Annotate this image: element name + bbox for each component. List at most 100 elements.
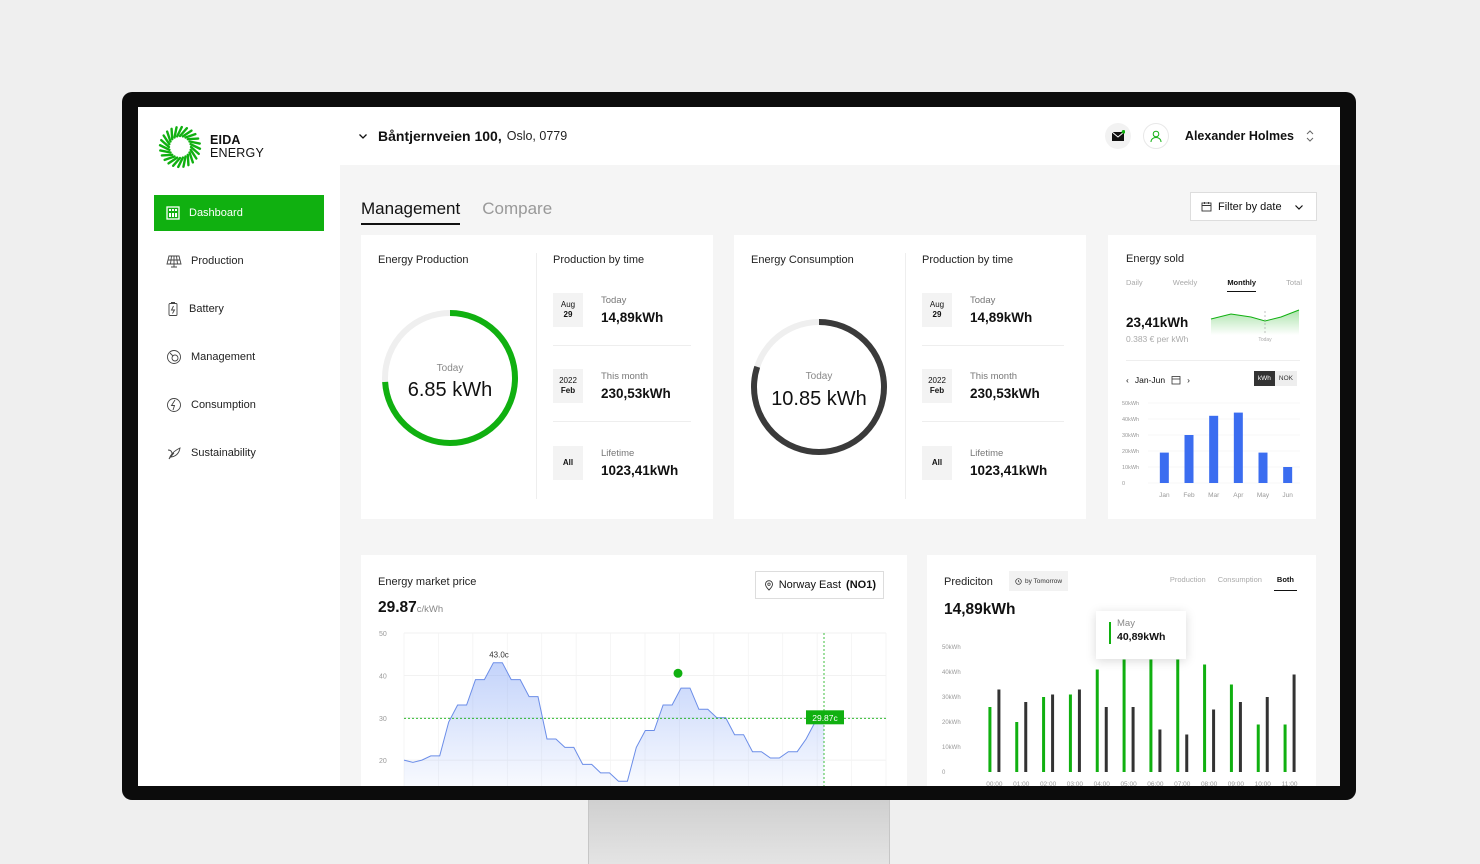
logo-ray [184,132,197,139]
production-gauge: Today 6.85 kWh [382,310,518,446]
row-label: Today [601,295,627,306]
section-title: Production by time [922,254,1014,266]
sidebar: EIDA ENERGY Dashboard Production Battery… [138,107,340,786]
logo-ray [189,148,198,160]
divider [553,421,691,422]
sold-value: 23,41kWh [1126,315,1189,330]
filter-by-date-button[interactable]: Filter by date [1190,192,1317,221]
row-value: 1023,41kWh [601,463,679,478]
bar [1149,659,1153,772]
tab-consumption[interactable]: Consumption [1217,575,1262,584]
date-badge: Aug 29 [922,293,952,327]
tab-production[interactable]: Production [1169,575,1206,584]
date-line2: All [562,458,574,467]
sidebar-item-production[interactable]: Production [154,243,324,279]
row-label: This month [601,371,648,382]
tab-compare[interactable]: Compare [482,199,553,218]
sidebar-item-label: Dashboard [189,207,243,219]
x-tick-label: 07:00 [1174,781,1191,786]
prev-range-icon[interactable]: ‹ [1126,375,1129,385]
list-item: Aug 29 Today 14,89kWh [922,293,1032,327]
row-value: 230,53kWh [970,386,1040,401]
logo-ray [182,155,187,168]
price-number: 29.87 [378,599,417,616]
chevron-down-icon [1294,204,1303,210]
bar [1238,702,1242,772]
sidebar-item-management[interactable]: Management [154,339,324,375]
consumption-gauge: Today 10.85 kWh [751,319,887,455]
tab-weekly[interactable]: Weekly [1172,278,1198,287]
bar [1265,697,1269,772]
tab-bar: Management Compare [361,199,552,225]
date-badge: 2022 Feb [553,369,583,403]
sidebar-item-sustainability[interactable]: Sustainability [154,435,324,471]
date-badge: All [553,446,583,480]
badge-label: by Tomorrow [1025,577,1063,585]
production-by-time: Production by time Aug 29 Today 14,89kWh 2… [537,235,713,519]
bar [1158,729,1162,772]
x-tick-label: 01:00 [1013,781,1030,786]
y-tick-label: 40kWh [1122,417,1139,423]
bar [1051,694,1055,772]
x-tick-label: 02:00 [1040,781,1057,786]
gauge-value: 10.85 kWh [771,388,867,410]
avatar[interactable] [1142,123,1169,149]
x-tick-label: 10:00 [1255,781,1272,786]
price-unit: c/kWh [416,604,444,615]
location-pin-icon [764,579,773,591]
unit-toggle: kWh NOK [1253,371,1297,386]
logo-ray [189,142,202,150]
date-line2: Feb [929,386,945,395]
bar [1292,674,1296,772]
tab-both[interactable]: Both [1273,575,1297,591]
sidebar-item-battery[interactable]: Battery [154,291,324,327]
bar [997,689,1001,772]
tab-management[interactable]: Management [361,199,461,225]
list-item: 2022 Feb This month 230,53kWh [922,369,1040,403]
tab-daily[interactable]: Daily [1126,278,1143,287]
sold-price: 0.383 € per kWh [1126,334,1189,344]
row-value: 14,89kWh [970,310,1033,325]
bar [1233,412,1243,483]
unit-kwh-button[interactable]: kWh [1253,371,1275,386]
sidebar-item-label: Battery [189,303,224,315]
sidebar-item-consumption[interactable]: Consumption [154,387,324,423]
date-line1: Aug [929,300,945,309]
tab-total[interactable]: Total [1286,278,1302,287]
messages-button[interactable] [1104,123,1131,149]
x-tick-label: 05:00 [1120,781,1137,786]
gauge-arc [382,310,518,446]
card-title: Prediciton [944,576,993,588]
prediction-badge[interactable]: by Tomorrow [1009,571,1069,591]
bar [1203,664,1207,772]
date-line2: 29 [932,310,942,319]
bar [1283,724,1287,772]
calendar-icon[interactable] [1171,375,1181,385]
card-title: Energy Production [378,254,469,266]
chevron-updown-icon[interactable] [1306,129,1314,143]
logo-ray [186,137,200,141]
sidebar-item-dashboard[interactable]: Dashboard [154,195,324,231]
sold-sparkline: Today [1210,309,1300,343]
bar [1024,702,1028,772]
divider [905,253,906,499]
region-code: (NO1) [846,579,876,591]
current-price-label: 29.87c [812,713,838,723]
unit-nok-button[interactable]: NOK [1274,371,1297,386]
y-tick-label: 40 [379,673,387,680]
y-tick-label: 50kWh [942,645,961,651]
address-selector[interactable]: Båntjernveien 100, Oslo, 0779 [358,128,567,144]
divider [922,421,1064,422]
sold-bar-chart: 50kWh 40kWh 30kWh 20kWh 10kWh 0 Jan Feb Mar Apr Ma… [1122,401,1300,499]
bar [1104,707,1108,772]
x-tick-label: 06:00 [1147,781,1164,786]
list-item: All Lifetime 1023,41kWh [922,446,1047,480]
price-area [404,662,824,786]
next-range-icon[interactable]: › [1187,375,1190,385]
leaf-icon [167,447,181,460]
tab-monthly[interactable]: Monthly [1227,278,1257,292]
region-selector[interactable]: Norway East (NO1) [754,571,884,599]
brand-logo[interactable]: EIDA ENERGY [158,125,264,169]
card-title: Energy Consumption [751,254,854,266]
